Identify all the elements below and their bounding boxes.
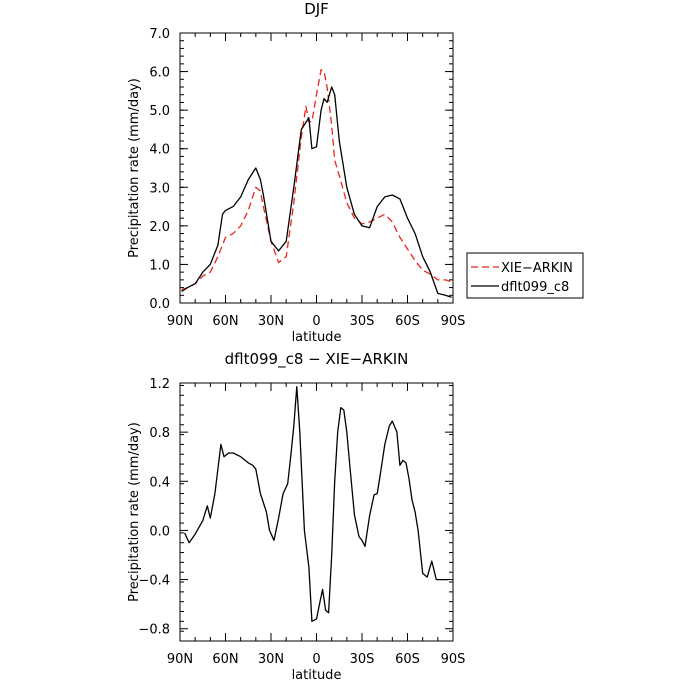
series-line-0 xyxy=(184,386,449,622)
y-tick-label: 0.0 xyxy=(149,297,170,312)
x-tick-label: 0 xyxy=(312,652,320,667)
plot-frame xyxy=(179,382,454,642)
y-tick-label: 2.0 xyxy=(149,220,170,235)
x-tick-label: 90N xyxy=(167,314,193,329)
x-axis-label: latitude xyxy=(292,668,342,683)
legend-entry: dflt099_c8 xyxy=(501,280,569,295)
x-tick-label: 90N xyxy=(167,652,193,667)
chart-top-djf: DJF 90N 60N 30N 0 30S 60S 90S 0.0 1.0 2.0 3.0 4.0 5.0… xyxy=(127,0,584,345)
x-tick-label: 30N xyxy=(258,314,284,329)
y-tick-label: 4.0 xyxy=(149,143,170,158)
x-tick-label: 60N xyxy=(212,652,238,667)
x-tick-label: 60S xyxy=(395,652,420,667)
y-tick-label: 5.0 xyxy=(149,104,170,119)
plot-frame xyxy=(179,32,454,304)
x-tick-label: 30S xyxy=(350,314,375,329)
chart-bottom-difference: dflt099_c8 − XIE−ARKIN 90N 60N 30N 0 30S 60S 90… xyxy=(127,350,465,683)
x-axis-label: latitude xyxy=(292,330,342,345)
y-tick-label: 3.0 xyxy=(149,181,170,196)
x-tick-label: 90S xyxy=(441,652,466,667)
y-tick-label: 0.0 xyxy=(149,524,170,539)
x-tick-label: 90S xyxy=(441,314,466,329)
y-axis-label: Precipitation rate (mm/day) xyxy=(127,78,142,258)
chart-title: dflt099_c8 − XIE−ARKIN xyxy=(225,350,409,369)
y-tick-label: 1.0 xyxy=(149,258,170,273)
y-tick-label: −0.8 xyxy=(138,623,170,638)
x-tick-label: 60S xyxy=(395,314,420,329)
y-tick-label: −0.4 xyxy=(138,574,170,589)
x-tick-label: 30N xyxy=(258,652,284,667)
legend-box xyxy=(466,252,584,299)
series-line-dflt099-c8 xyxy=(181,86,452,298)
x-tick-label: 0 xyxy=(312,314,320,329)
y-tick-label: 6.0 xyxy=(149,66,170,81)
chart-title: DJF xyxy=(304,0,329,18)
x-tick-label: 60N xyxy=(212,314,238,329)
x-tick-label: 30S xyxy=(350,652,375,667)
y-tick-label: 1.2 xyxy=(149,377,170,392)
series-line-xie-arkin xyxy=(181,68,452,291)
y-tick-label: 7.0 xyxy=(149,27,170,42)
y-tick-label: 0.8 xyxy=(149,426,170,441)
y-tick-label: 0.4 xyxy=(149,475,170,490)
legend-entry: XIE−ARKIN xyxy=(501,261,573,276)
legend: XIE−ARKIN dflt099_c8 xyxy=(466,252,584,299)
y-axis-label: Precipitation rate (mm/day) xyxy=(127,422,142,602)
